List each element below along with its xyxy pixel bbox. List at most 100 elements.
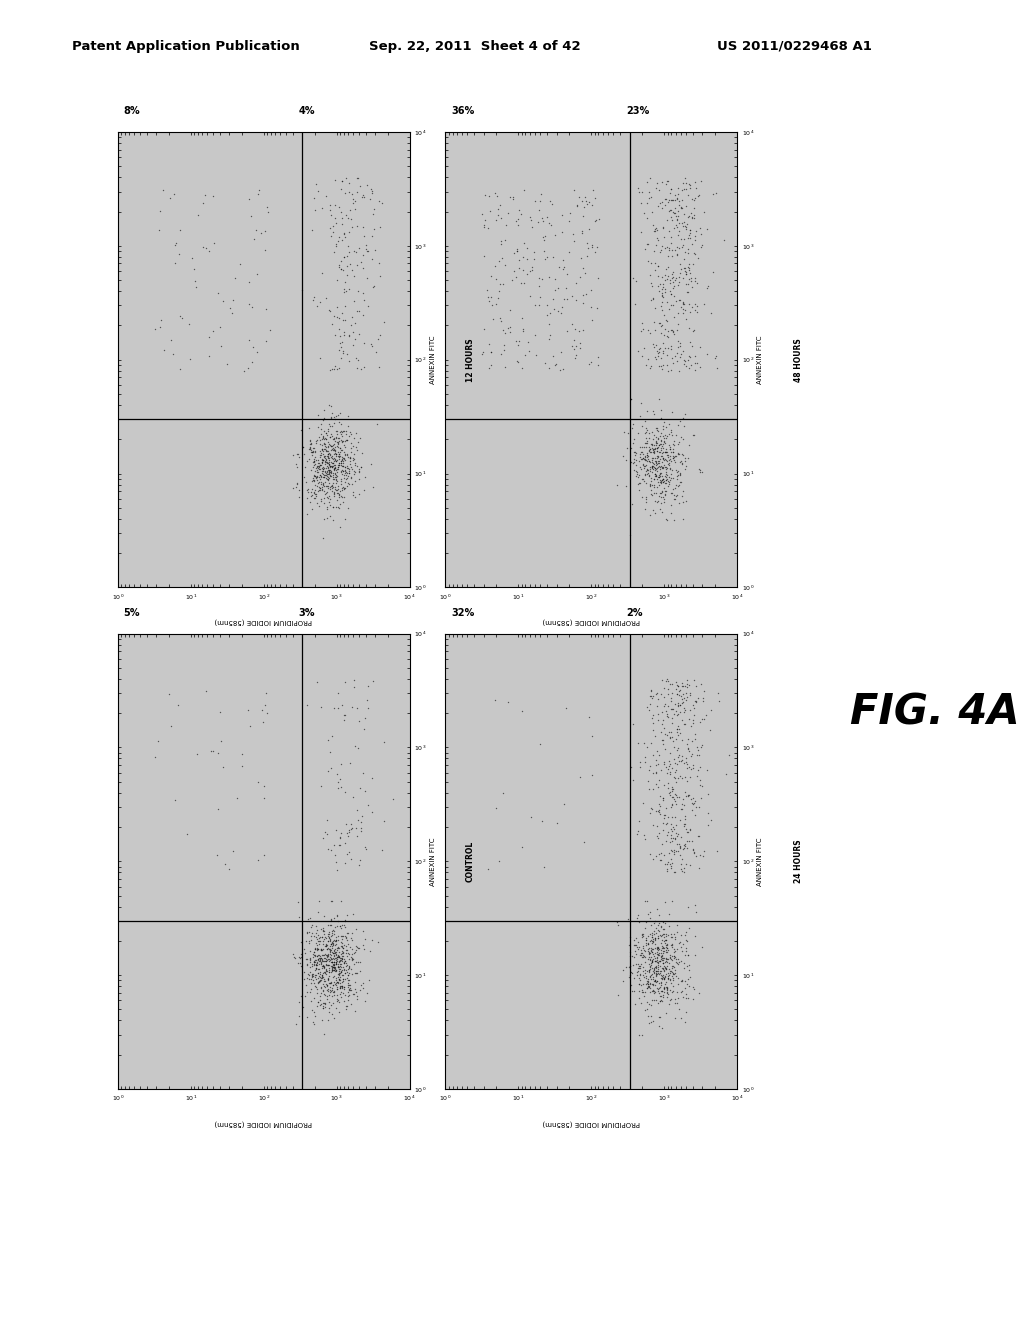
Point — [634, 181, 650, 202]
Point — [326, 948, 342, 969]
Point — [290, 444, 306, 465]
Point — [336, 420, 352, 441]
Point — [652, 462, 669, 483]
Point — [641, 944, 657, 965]
Point — [332, 958, 348, 979]
Point — [182, 348, 199, 370]
Point — [641, 960, 657, 981]
Point — [333, 424, 349, 445]
Point — [337, 471, 353, 492]
Point — [322, 473, 338, 494]
Point — [675, 302, 691, 323]
Point — [331, 969, 347, 990]
Point — [666, 840, 682, 861]
Point — [684, 297, 700, 318]
Point — [324, 461, 340, 482]
Point — [339, 968, 355, 989]
Point — [504, 269, 520, 290]
Point — [334, 302, 350, 323]
Point — [667, 993, 683, 1014]
Point — [666, 816, 682, 837]
Point — [628, 928, 644, 949]
Point — [340, 942, 356, 964]
Point — [324, 480, 340, 502]
Point — [639, 977, 655, 998]
Point — [676, 862, 692, 883]
Point — [680, 729, 696, 750]
Point — [333, 453, 349, 474]
Point — [637, 962, 653, 983]
Point — [679, 838, 695, 859]
Point — [331, 957, 347, 978]
Point — [641, 931, 657, 952]
Point — [658, 426, 675, 447]
Point — [662, 946, 678, 968]
Point — [515, 180, 531, 201]
Point — [323, 973, 339, 994]
Point — [683, 268, 699, 289]
Point — [671, 271, 687, 292]
Point — [628, 953, 644, 974]
Point — [334, 978, 350, 999]
Point — [221, 858, 238, 879]
Point — [309, 939, 326, 960]
Point — [348, 936, 365, 957]
Point — [628, 441, 644, 462]
Point — [583, 351, 599, 372]
Point — [333, 953, 349, 974]
Point — [316, 944, 333, 965]
Point — [664, 483, 680, 504]
Point — [313, 451, 330, 473]
Point — [668, 814, 684, 836]
Point — [316, 461, 333, 482]
Point — [669, 787, 685, 808]
Point — [511, 199, 527, 220]
Point — [569, 195, 586, 216]
Point — [655, 342, 672, 363]
Point — [673, 343, 689, 364]
Point — [321, 927, 337, 948]
Point — [322, 939, 338, 960]
Point — [642, 973, 658, 994]
Point — [310, 453, 327, 474]
Point — [638, 491, 654, 512]
Point — [655, 276, 672, 297]
Point — [663, 948, 679, 969]
Point — [323, 941, 339, 962]
Point — [665, 446, 681, 467]
Point — [665, 828, 681, 849]
Point — [321, 467, 337, 488]
Point — [341, 962, 357, 983]
Point — [671, 224, 687, 246]
Point — [312, 429, 329, 450]
Point — [302, 948, 318, 969]
Point — [676, 857, 692, 878]
Point — [324, 924, 340, 945]
Point — [479, 286, 496, 308]
Point — [668, 952, 684, 973]
Point — [339, 429, 355, 450]
Point — [667, 945, 683, 966]
Point — [335, 945, 351, 966]
Point — [629, 463, 645, 484]
Point — [345, 787, 361, 808]
Point — [681, 259, 697, 280]
Point — [305, 441, 322, 462]
Point — [317, 483, 334, 504]
Point — [620, 908, 636, 929]
Point — [309, 945, 326, 966]
Point — [329, 950, 345, 972]
Point — [327, 480, 343, 502]
Point — [323, 455, 339, 477]
Point — [632, 457, 648, 478]
Point — [662, 904, 678, 925]
Point — [640, 759, 656, 780]
Point — [656, 845, 673, 866]
Point — [332, 950, 348, 972]
Point — [322, 465, 338, 486]
Point — [647, 458, 664, 479]
Point — [655, 471, 672, 492]
Point — [652, 989, 669, 1010]
Point — [647, 447, 664, 469]
Point — [656, 738, 673, 759]
